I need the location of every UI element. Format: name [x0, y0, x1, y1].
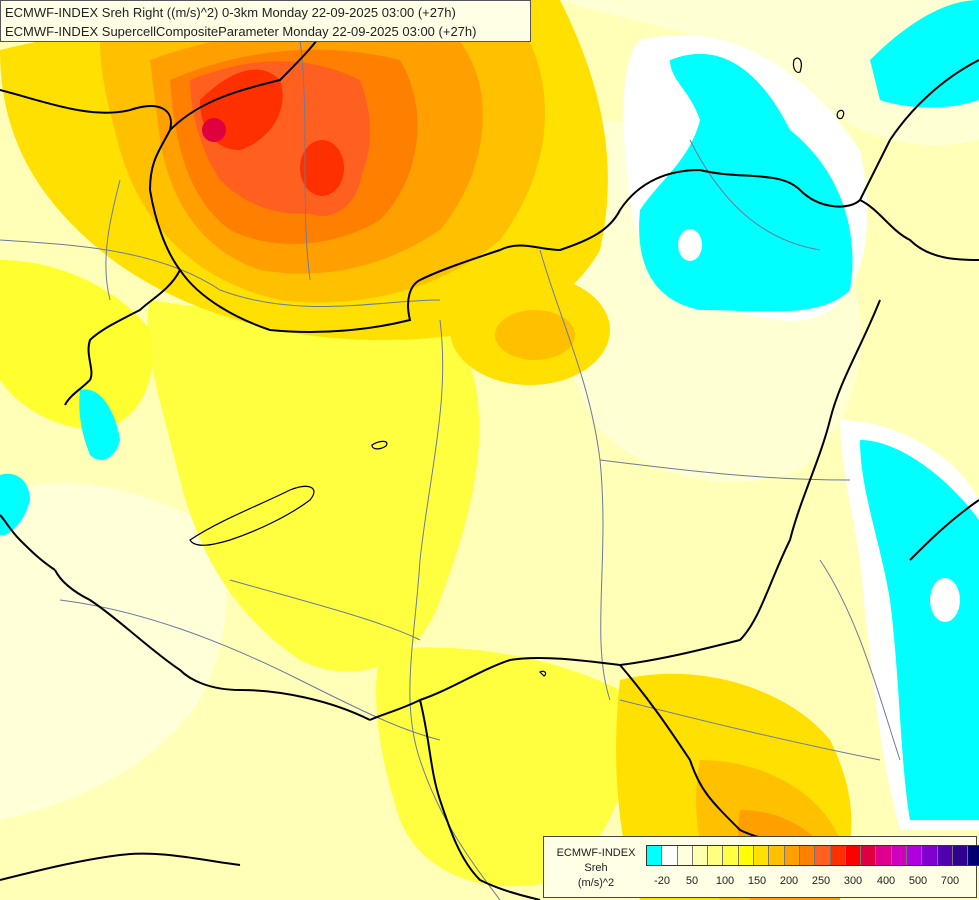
legend-swatch	[647, 846, 663, 865]
legend-label-line-3: (m/s)^2	[577, 877, 615, 889]
field-magenta-spot	[202, 118, 226, 142]
legend-swatch	[769, 846, 785, 865]
lake-balaton	[189, 485, 315, 546]
legend-tick: 200	[779, 875, 799, 887]
field-cyan-southeast	[860, 440, 979, 820]
legend-label-line-2: Sreh	[584, 862, 608, 874]
field-pale-north	[560, 0, 979, 146]
field-cyan-northeast	[870, 0, 979, 108]
field-pale-west	[0, 482, 227, 820]
river-9	[689, 139, 821, 251]
border-austria	[87, 269, 181, 381]
field-white-patch-se	[930, 578, 960, 622]
river-8	[299, 39, 311, 281]
legend-ticks: -20 50 100 150 200 250 300 400 500 700	[646, 875, 966, 889]
legend-label: ECMWF-INDEX Sreh (m/s)^2	[548, 846, 644, 891]
border-austria2	[64, 379, 91, 406]
legend-swatch	[861, 846, 877, 865]
legend-swatch	[799, 846, 816, 865]
legend-swatch	[692, 846, 709, 865]
border-east2	[859, 59, 979, 201]
legend-tick: 400	[876, 875, 896, 887]
border-south	[54, 569, 371, 721]
legend-swatch	[907, 846, 923, 865]
lake-small-2	[792, 57, 802, 73]
legend-swatch	[784, 846, 800, 865]
legend-swatch	[754, 846, 770, 865]
legend-tick: 100	[715, 875, 735, 887]
river-1	[0, 239, 441, 308]
river-4	[599, 459, 851, 481]
field-white-patch	[678, 229, 702, 261]
river-6	[59, 599, 441, 741]
field-yellow-center	[147, 300, 480, 672]
title-line-1: ECMWF-INDEX Sreh Right ((m/s)^2) 0-3km M…	[5, 5, 456, 20]
border-hungary-east	[369, 299, 881, 721]
border-serbia	[419, 699, 541, 900]
border-romania	[909, 499, 979, 561]
legend-tick: 250	[811, 875, 831, 887]
river-11	[105, 179, 121, 301]
field-cyan-west-edge	[0, 473, 30, 535]
legend-swatch	[922, 846, 938, 865]
border-east	[859, 199, 979, 261]
field-yellow-south	[376, 647, 628, 887]
legend-swatch	[723, 846, 739, 865]
legend-swatch	[677, 846, 693, 865]
legend-swatch	[968, 846, 979, 865]
legend-swatches	[646, 845, 979, 866]
title-line-2: ECMWF-INDEX SupercellCompositeParameter …	[5, 24, 477, 39]
river-7	[619, 699, 881, 761]
legend-label-line-1: ECMWF-INDEX	[556, 847, 636, 859]
map-title: ECMWF-INDEX Sreh Right ((m/s)^2) 0-3km M…	[0, 0, 531, 42]
color-legend: ECMWF-INDEX Sreh (m/s)^2 -20 50 100 150 200 2…	[543, 836, 979, 898]
lake-small-4	[538, 670, 547, 677]
border-north	[0, 89, 861, 333]
legend-swatch	[937, 846, 953, 865]
legend-swatch	[952, 846, 969, 865]
field-red-core	[300, 140, 344, 196]
legend-tick: 500	[908, 875, 928, 887]
field-orange-center	[495, 310, 575, 360]
legend-tick: 300	[843, 875, 863, 887]
legend-swatch	[815, 846, 831, 865]
field-cyan-west-small	[79, 389, 120, 460]
legend-swatch	[891, 846, 908, 865]
legend-tick: 700	[940, 875, 960, 887]
field-yellow-west	[0, 260, 153, 430]
legend-tick: 50	[685, 875, 699, 887]
legend-swatch	[845, 846, 862, 865]
lake-small-1	[371, 440, 388, 450]
lakes	[189, 57, 845, 677]
legend-swatch	[876, 846, 892, 865]
lake-small-3	[836, 109, 845, 120]
legend-swatch	[662, 846, 678, 865]
legend-swatch	[830, 846, 846, 865]
river-10	[819, 559, 901, 761]
border-west	[0, 514, 56, 571]
legend-swatch	[738, 846, 755, 865]
legend-swatch	[708, 846, 724, 865]
legend-tick: 150	[747, 875, 767, 887]
legend-tick: -20	[654, 875, 670, 887]
river-5	[229, 579, 421, 641]
border-south-west	[0, 852, 241, 881]
